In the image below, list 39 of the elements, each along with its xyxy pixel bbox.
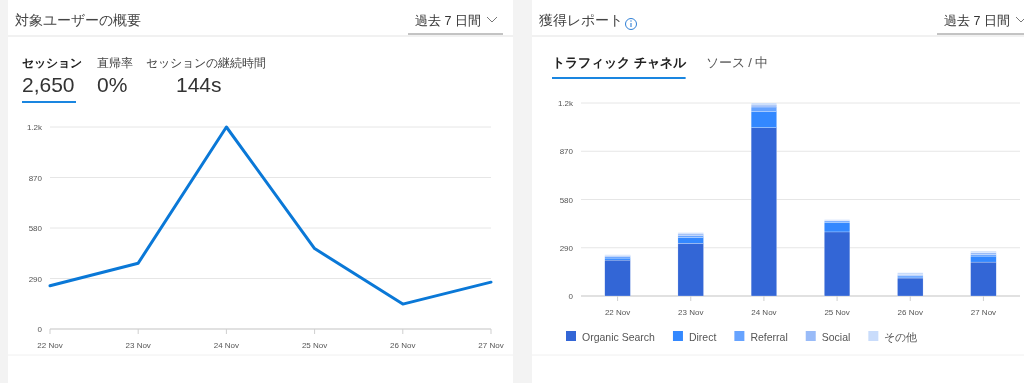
text: 過去 7 日間 [415,14,481,28]
y-tick-label: 0 [37,325,43,334]
x-tick-label: 25 Nov [824,308,850,317]
y-tick-label: 870 [559,147,574,157]
y-tick-label: 580 [559,195,574,205]
legend-label: Social [821,331,851,343]
text: 過去 7 日間 [944,14,1010,28]
text: トラフィック チャネル [552,55,687,70]
y-tick-label: 290 [559,243,574,253]
text: 0% [97,73,128,96]
text: セッション [22,56,82,70]
x-tick-label: 27 Nov [970,308,997,317]
x-tick-label: 22 Nov [37,341,63,350]
text: 2,650 [22,73,75,96]
legend-label: Referral [750,331,788,343]
chart-title: 対象ユーザーの概要 [15,12,141,28]
y-tick-label: 290 [28,274,43,284]
text: セッションの継続時間 [146,56,266,70]
x-tick-label: 23 Nov [678,308,704,317]
text: 直帰率 [97,56,133,70]
x-tick-label: 22 Nov [604,308,631,317]
chart-title: 獲得レポート [539,12,623,28]
y-tick-label: 580 [28,224,43,233]
x-tick-label: 24 Nov [213,341,240,350]
y-tick-label: 1.2k [26,123,43,132]
x-tick-label: 24 Nov [751,308,777,317]
x-tick-label: 26 Nov [390,341,416,350]
text: ソース / 中 [705,55,769,70]
x-tick-label: 23 Nov [125,341,151,350]
legend-label: Organic Search [582,331,656,343]
legend-label: Direct [688,331,717,343]
y-tick-label: 870 [28,173,43,183]
legend-label: その他 [884,331,918,343]
y-tick-label: 1.2k [557,99,574,108]
x-tick-label: 27 Nov [478,341,504,350]
y-tick-label: 0 [568,292,574,301]
x-tick-label: 25 Nov [301,341,328,350]
x-tick-label: 26 Nov [897,308,923,317]
text: 144s [176,73,222,96]
